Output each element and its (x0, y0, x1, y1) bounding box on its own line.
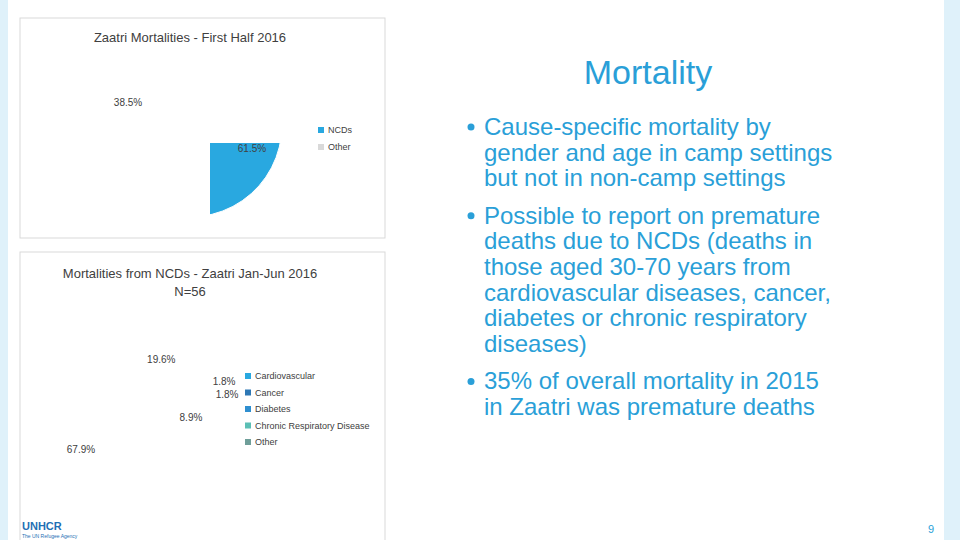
chart-frame (20, 252, 385, 540)
legend-label: Other (255, 437, 278, 447)
slide: Zaatri Mortalities - First Half 2016 61.5… (0, 0, 960, 540)
legend-swatch (318, 127, 324, 133)
bullet-line: but not in non-camp settings (484, 164, 786, 191)
legend-swatch (245, 373, 251, 379)
data-label: 19.6% (147, 354, 175, 365)
bullet-line: Possible to report on premature (484, 202, 820, 229)
legend-swatch (245, 423, 251, 429)
legend-label: Other (328, 142, 351, 152)
chart-1: Mortalities from NCDs - Zaatri Jan-Jun 2… (20, 252, 385, 540)
data-label: 1.8% (213, 376, 236, 387)
legend-label: Cancer (255, 388, 284, 398)
slide-title: Mortality (584, 53, 712, 91)
bullet-line: gender and age in camp settings (484, 139, 832, 166)
legend-swatch (245, 406, 251, 412)
chart-title: Zaatri Mortalities - First Half 2016 (94, 30, 286, 45)
data-label: 67.9% (67, 444, 95, 455)
bullet-line: diabetes or chronic respiratory (484, 304, 807, 331)
chart-0: Zaatri Mortalities - First Half 2016 61.5… (20, 18, 385, 238)
legend-label: Chronic Respiratory Disease (255, 421, 370, 431)
bullet-line: diseases) (484, 330, 587, 357)
slide-canvas: Zaatri Mortalities - First Half 2016 61.5… (0, 0, 960, 540)
data-label: 1.8% (216, 389, 239, 400)
chart-title: Mortalities from NCDs - Zaatri Jan-Jun 2… (63, 266, 317, 281)
logo-subtitle: The UN Refugee Agency (22, 533, 78, 539)
data-label: 61.5% (238, 143, 266, 154)
bullet-dot (468, 124, 475, 131)
bullet-line: in Zaatri was premature deaths (484, 393, 815, 420)
page-number: 9 (928, 523, 934, 535)
bullet-line: those aged 30-70 years from (484, 253, 791, 280)
bullet-dot (468, 378, 475, 385)
bullet-list: Cause-specific mortality bygender and ag… (468, 113, 833, 420)
legend-label: Cardiovascular (255, 371, 315, 381)
bullet-dot (468, 212, 475, 219)
bullet-line: 35% of overall mortality in 2015 (484, 367, 819, 394)
legend: Cardiovascular Cancer Diabetes Chronic Resp… (245, 371, 370, 447)
chart-subtitle: N=56 (174, 284, 205, 299)
logo: UNHCR (22, 520, 62, 532)
pie-slices (210, 143, 282, 217)
data-labels: 61.5% 38.5% (114, 97, 266, 155)
data-label: 38.5% (114, 97, 142, 108)
legend-label: NCDs (328, 125, 352, 135)
bullet-line: deaths due to NCDs (deaths in (484, 227, 812, 254)
legend: NCDs Other (318, 125, 352, 152)
pie-slice (210, 143, 282, 217)
legend-label: Diabetes (255, 404, 291, 414)
data-labels: 67.9% 19.6% 1.8% 1.8% 8.9% (67, 354, 239, 454)
data-label: 8.9% (180, 412, 203, 423)
bullet-line: Cause-specific mortality by (484, 113, 771, 140)
legend-swatch (318, 144, 324, 150)
legend-swatch (245, 390, 251, 396)
bullet-line: cardiovascular diseases, cancer, (484, 279, 831, 306)
legend-swatch (245, 439, 251, 445)
chart-frame (20, 18, 385, 238)
